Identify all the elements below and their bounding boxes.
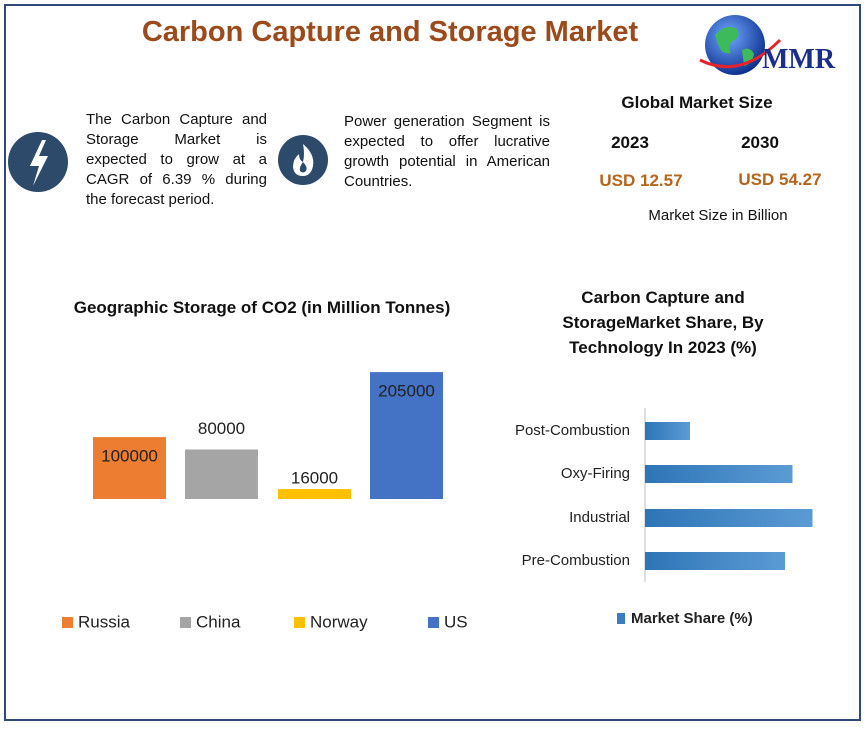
page-title: Carbon Capture and Storage Market xyxy=(141,16,639,48)
legend-label: US xyxy=(444,612,468,631)
year: 2023 xyxy=(611,133,649,152)
market-value: USD 54.27 xyxy=(738,170,822,189)
data-label: 16000 xyxy=(291,469,338,488)
data-label: 205000 xyxy=(378,382,435,401)
legend-swatch xyxy=(428,617,439,628)
y-tick-label: Oxy-Firing xyxy=(561,465,630,482)
y-tick-label: Industrial xyxy=(569,509,630,526)
legend-label: Russia xyxy=(78,612,131,631)
y-tick-label: Post-Combustion xyxy=(515,422,630,439)
chart-title: Geographic Storage of CO2 (in Million To… xyxy=(73,298,451,317)
legend-swatch xyxy=(180,617,191,628)
market-size-title: Global Market Size xyxy=(621,93,773,112)
year: 2030 xyxy=(741,133,779,152)
legend-swatch xyxy=(617,613,625,624)
bar xyxy=(645,509,813,527)
bar xyxy=(645,552,785,570)
flame-icon xyxy=(278,135,328,185)
market-value: USD 12.57 xyxy=(599,171,683,190)
bar xyxy=(370,372,443,499)
logo-globe xyxy=(699,15,782,75)
bar xyxy=(185,449,258,499)
legend-swatch xyxy=(294,617,305,628)
legend-label: Market Share (%) xyxy=(631,610,753,627)
note: Power generation Segment is expected to … xyxy=(344,113,550,190)
bar xyxy=(278,489,351,499)
data-label: 80000 xyxy=(198,419,245,438)
logo-text: MMR xyxy=(762,44,836,75)
frame xyxy=(4,4,861,721)
y-tick-label: Pre-Combustion xyxy=(522,552,630,569)
bar xyxy=(645,465,793,483)
data-label: 100000 xyxy=(101,447,158,466)
note: The Carbon Capture and Storage Market is… xyxy=(86,111,267,208)
market-size-unit: Market Size in Billion xyxy=(648,207,788,224)
chart-title: Carbon Capture and StorageMarket Share, … xyxy=(562,288,764,357)
legend-label: China xyxy=(196,612,241,631)
legend-label: Norway xyxy=(310,612,368,631)
bolt-icon xyxy=(8,132,68,192)
bar xyxy=(645,422,690,440)
legend-swatch xyxy=(62,617,73,628)
bar xyxy=(93,437,166,499)
